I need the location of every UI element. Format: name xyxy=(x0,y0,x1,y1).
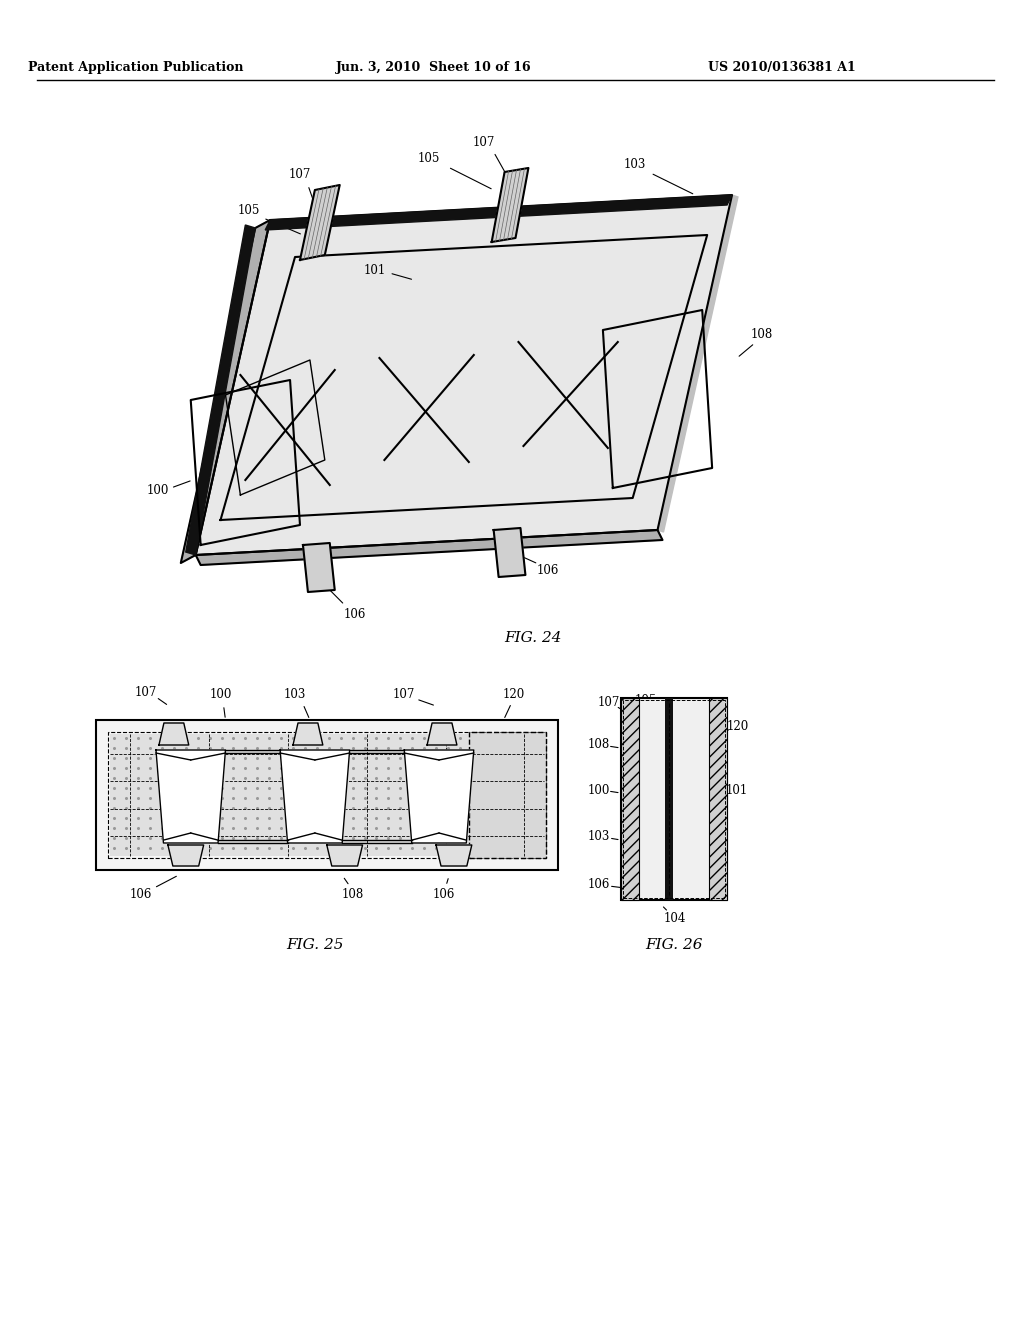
Bar xyxy=(109,733,546,858)
Text: FIG. 25: FIG. 25 xyxy=(286,939,344,952)
Polygon shape xyxy=(156,750,225,843)
Bar xyxy=(469,733,546,858)
Polygon shape xyxy=(196,531,663,565)
Polygon shape xyxy=(293,723,323,744)
Polygon shape xyxy=(427,723,457,744)
Polygon shape xyxy=(657,195,738,532)
Text: Jun. 3, 2010  Sheet 10 of 16: Jun. 3, 2010 Sheet 10 of 16 xyxy=(336,62,531,74)
Polygon shape xyxy=(265,195,732,230)
Polygon shape xyxy=(494,528,525,577)
Bar xyxy=(96,719,558,870)
Text: 106: 106 xyxy=(343,609,366,622)
Bar xyxy=(621,698,727,900)
Bar xyxy=(623,700,725,898)
Text: 108: 108 xyxy=(341,888,364,902)
Text: FIG. 24: FIG. 24 xyxy=(505,631,562,645)
Text: Patent Application Publication: Patent Application Publication xyxy=(29,62,244,74)
Text: 106: 106 xyxy=(537,564,559,577)
Polygon shape xyxy=(159,723,188,744)
Bar xyxy=(710,698,727,900)
Polygon shape xyxy=(327,845,362,866)
Polygon shape xyxy=(181,220,270,564)
Polygon shape xyxy=(303,543,335,591)
Text: 104: 104 xyxy=(664,912,686,924)
Text: 105: 105 xyxy=(635,693,656,706)
Text: 106: 106 xyxy=(433,888,456,902)
Text: 105: 105 xyxy=(238,203,259,216)
Text: 106: 106 xyxy=(130,888,153,902)
Text: 107: 107 xyxy=(393,688,416,701)
Polygon shape xyxy=(281,750,349,843)
Text: 101: 101 xyxy=(726,784,749,796)
Polygon shape xyxy=(185,224,255,554)
Text: 101: 101 xyxy=(364,264,386,276)
Bar xyxy=(621,698,639,900)
Polygon shape xyxy=(300,185,340,260)
Polygon shape xyxy=(492,168,528,242)
Bar xyxy=(666,698,674,900)
Text: 108: 108 xyxy=(588,738,610,751)
Text: 120: 120 xyxy=(503,688,524,701)
Polygon shape xyxy=(196,195,732,554)
Text: FIG. 26: FIG. 26 xyxy=(646,939,703,952)
Text: 106: 106 xyxy=(588,879,610,891)
Text: 103: 103 xyxy=(588,829,610,842)
Text: 100: 100 xyxy=(146,483,169,496)
Text: 103: 103 xyxy=(624,158,646,172)
Text: 120: 120 xyxy=(727,721,750,734)
Text: US 2010/0136381 A1: US 2010/0136381 A1 xyxy=(708,62,855,74)
Bar xyxy=(111,734,545,855)
Text: 105: 105 xyxy=(418,152,440,165)
Polygon shape xyxy=(404,750,474,843)
Text: 107: 107 xyxy=(598,697,621,710)
Text: 108: 108 xyxy=(751,329,773,342)
Polygon shape xyxy=(168,845,204,866)
Text: 100: 100 xyxy=(209,689,231,701)
Text: 107: 107 xyxy=(289,169,311,181)
Text: 100: 100 xyxy=(588,784,610,796)
Text: 107: 107 xyxy=(472,136,495,149)
Text: 103: 103 xyxy=(284,688,306,701)
Text: 107: 107 xyxy=(135,685,158,698)
Polygon shape xyxy=(436,845,472,866)
